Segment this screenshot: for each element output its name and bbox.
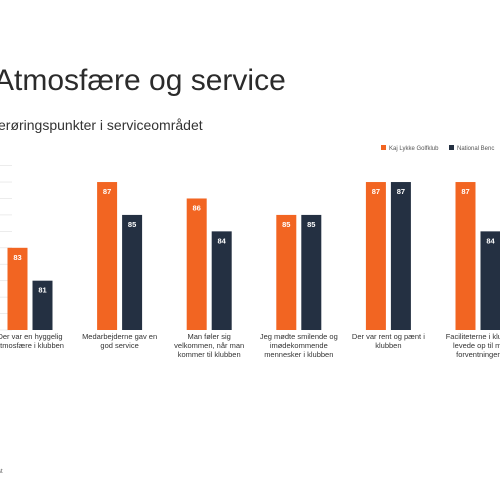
chart-title: Atmosfære og service [0,64,286,97]
bar [186,198,207,330]
bar [276,214,297,330]
x-tick-label: Der var en hyggelig atmosfære i klubben [0,332,64,350]
footnote: st [0,469,3,475]
bar [301,214,322,330]
bar [455,182,476,330]
value-label: 85 [282,220,290,229]
bar [32,280,53,330]
value-label: 84 [218,236,227,245]
bar [211,231,232,330]
bar [365,182,386,330]
x-tick-label: Jeg mødte smilende og imødekommende menn… [259,332,338,359]
bar [480,231,500,330]
legend-swatch [381,145,386,150]
x-tick-label: Der var rent og pænt i klubben [351,332,425,350]
value-label: 85 [307,220,315,229]
bar [122,214,143,330]
value-label: 84 [486,236,495,245]
value-label: 85 [128,220,136,229]
value-label: 87 [397,187,405,196]
x-tick-label: Man føler sig velkommen, når man kommer … [174,332,245,359]
x-tick-label: Medarbejderne gav en god service [82,332,158,350]
value-label: 87 [103,187,111,196]
value-label: 83 [13,253,21,262]
value-label: 87 [372,187,380,196]
value-label: 87 [461,187,469,196]
bar [390,182,411,330]
bar [97,182,118,330]
chart-subtitle: erøringspunkter i serviceområdet [0,117,203,133]
value-label: 81 [38,286,46,295]
legend-swatch [449,145,454,150]
value-label: 86 [193,203,201,212]
x-tick-label: Faciliteterne i klubb levede op til mi f… [445,332,500,359]
legend-label: Kaj Lykke Golfklub [389,146,439,152]
legend-label: National Benc [457,146,494,152]
bar [7,247,28,330]
